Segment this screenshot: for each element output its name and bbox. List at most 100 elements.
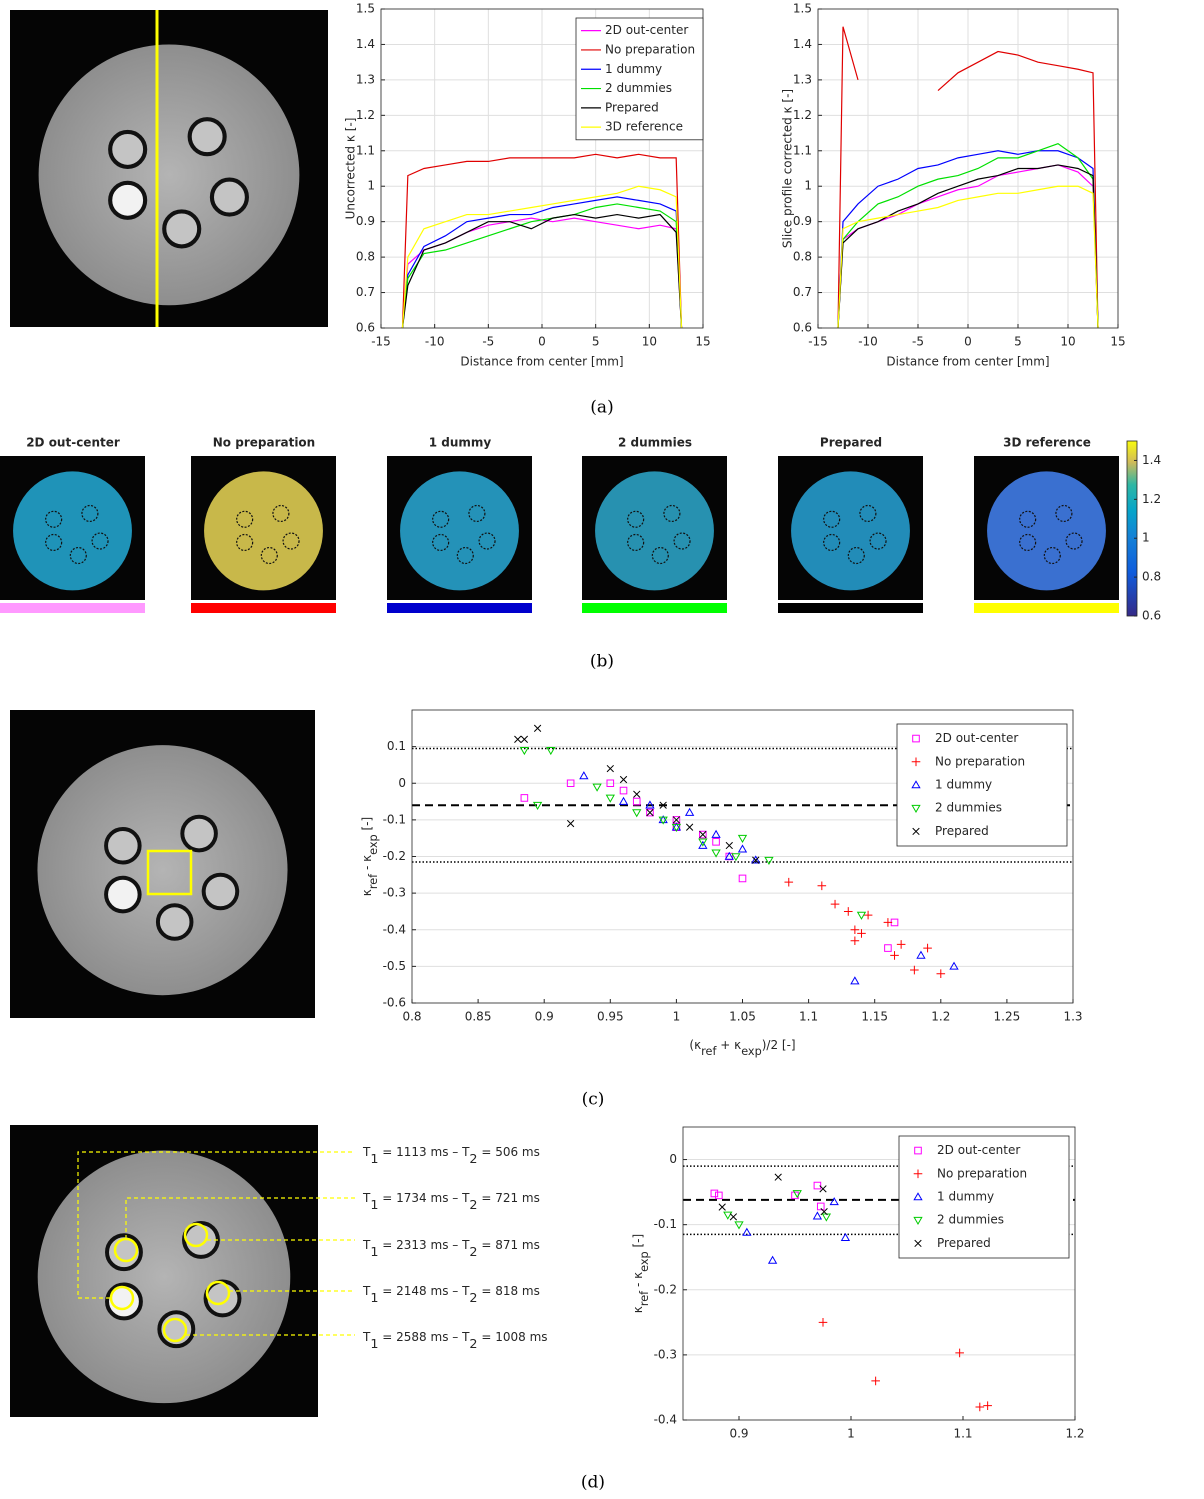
text-part: 2	[469, 1152, 477, 1167]
colorbar-tick-label: 0.6	[1142, 609, 1161, 623]
x-tick-label: 10	[642, 335, 657, 349]
page: T1 = 1113 ms – T2 = 506 msT1 = 1734 ms –…	[0, 0, 1204, 1499]
legend-label: 2D out-center	[937, 1143, 1020, 1157]
legend-label: Prepared	[935, 824, 989, 838]
phantom-disk	[400, 471, 519, 590]
x-tick-label: 15	[695, 335, 710, 349]
phantom-vial	[110, 183, 145, 218]
y-tick-label: 0.9	[793, 214, 812, 228]
roi-annotation: T1 = 2148 ms – T2 = 818 ms	[362, 1284, 540, 1307]
x-tick-label: -5	[482, 335, 494, 349]
text-part: = 1008 ms	[478, 1330, 548, 1344]
text-part: ref	[638, 1290, 651, 1306]
legend-label: 2D out-center	[935, 731, 1018, 745]
y-tick-label: -0.5	[383, 959, 406, 973]
map-color-bar	[582, 603, 727, 613]
y-tick-label: 0.8	[356, 250, 375, 264]
y-tick-label: 1.1	[356, 143, 375, 157]
map-title: 1 dummy	[429, 436, 492, 450]
y-tick-label: 0.6	[793, 321, 812, 335]
text-part: - κ	[631, 1272, 645, 1291]
text-part: [-]	[360, 817, 374, 835]
text-part: - κ	[360, 855, 374, 874]
x-axis-label: Distance from center [mm]	[886, 355, 1049, 369]
text-part: = 2588 ms – T	[378, 1330, 470, 1344]
y-tick-label: -0.4	[383, 922, 406, 936]
panel-caption: (b)	[590, 652, 614, 672]
y-tick-label: 1.5	[356, 2, 375, 16]
x-tick-label: 0.9	[729, 1427, 748, 1441]
y-tick-label: 0.9	[356, 214, 375, 228]
legend-label: 1 dummy	[937, 1190, 994, 1204]
map-color-bar	[387, 603, 532, 613]
y-tick-label: 0.6	[356, 321, 375, 335]
colorbar-tick-label: 0.8	[1142, 570, 1161, 584]
x-tick-label: 0	[538, 335, 546, 349]
y-tick-label: 1.3	[356, 72, 375, 86]
phantom-vial	[182, 817, 216, 851]
y-tick-label: -0.6	[383, 996, 406, 1010]
x-tick-label: 1.15	[861, 1010, 888, 1024]
text-part: [-]	[631, 1234, 645, 1252]
x-tick-label: 1.25	[994, 1010, 1021, 1024]
text-part: = 2313 ms – T	[378, 1238, 470, 1252]
y-tick-label: 0	[398, 776, 406, 790]
map-color-bar	[191, 603, 336, 613]
map-title: 2 dummies	[618, 436, 692, 450]
text-part: 1	[370, 1291, 378, 1306]
x-tick-label: 1.3	[1063, 1010, 1082, 1024]
map-title: 3D reference	[1003, 436, 1091, 450]
x-tick-label: 1.1	[799, 1010, 818, 1024]
legend-label: No preparation	[937, 1166, 1027, 1180]
text-part: + κ	[716, 1038, 741, 1052]
legend-label: 1 dummy	[605, 62, 662, 76]
x-tick-label: 0.85	[465, 1010, 492, 1024]
y-tick-label: 1.4	[793, 37, 812, 51]
text-part: exp	[741, 1045, 762, 1058]
y-tick-label: 0	[669, 1152, 677, 1166]
roi-annotation: T1 = 2588 ms – T2 = 1008 ms	[362, 1330, 548, 1353]
x-axis-label: (κref + κexp)/2 [-]	[689, 1038, 795, 1058]
legend-label: 2 dummies	[937, 1213, 1004, 1227]
map-color-bar	[974, 603, 1119, 613]
legend-label: 2 dummies	[605, 81, 672, 95]
text-part: κ	[631, 1306, 645, 1313]
text-part: 1	[370, 1337, 378, 1352]
y-tick-label: 0.1	[387, 739, 406, 753]
x-tick-label: 5	[1014, 335, 1022, 349]
x-tick-label: -10	[425, 335, 445, 349]
y-tick-label: 1.3	[793, 72, 812, 86]
y-tick-label: 1.1	[793, 143, 812, 157]
y-axis-label: Uncorrected κ [-]	[344, 118, 358, 220]
x-tick-label: 0.8	[402, 1010, 421, 1024]
legend-label: 1 dummy	[935, 778, 992, 792]
x-tick-label: -15	[808, 335, 828, 349]
text-part: ref	[701, 1045, 717, 1058]
phantom-vial	[164, 211, 199, 246]
phantom-vial	[106, 829, 140, 863]
text-part: 2	[469, 1337, 477, 1352]
y-tick-label: -0.3	[383, 886, 406, 900]
colorbar-tick-label: 1.4	[1142, 453, 1161, 467]
phantom-vial	[212, 180, 247, 215]
x-tick-label: 1.05	[729, 1010, 756, 1024]
text-part: 1	[370, 1152, 378, 1167]
legend-label: Prepared	[937, 1236, 991, 1250]
legend-label: 2D out-center	[605, 23, 688, 37]
map-color-bar	[0, 603, 145, 613]
y-axis-label: κref - κexp [-]	[631, 1234, 651, 1313]
text-part: = 506 ms	[478, 1145, 540, 1159]
map-title: Prepared	[820, 436, 882, 450]
text-part: exp	[367, 834, 380, 855]
roi-annotation: T1 = 1113 ms – T2 = 506 ms	[362, 1145, 540, 1168]
text-part: = 1734 ms – T	[378, 1191, 470, 1205]
y-tick-label: -0.2	[654, 1282, 677, 1296]
x-tick-label: 0.9	[535, 1010, 554, 1024]
y-tick-label: 0.7	[356, 285, 375, 299]
y-tick-label: 0.7	[793, 285, 812, 299]
y-tick-label: -0.1	[383, 812, 406, 826]
y-tick-label: 1.2	[356, 108, 375, 122]
roi-annotation: T1 = 2313 ms – T2 = 871 ms	[362, 1238, 540, 1261]
x-tick-label: 5	[592, 335, 600, 349]
y-tick-label: 1.5	[793, 2, 812, 16]
